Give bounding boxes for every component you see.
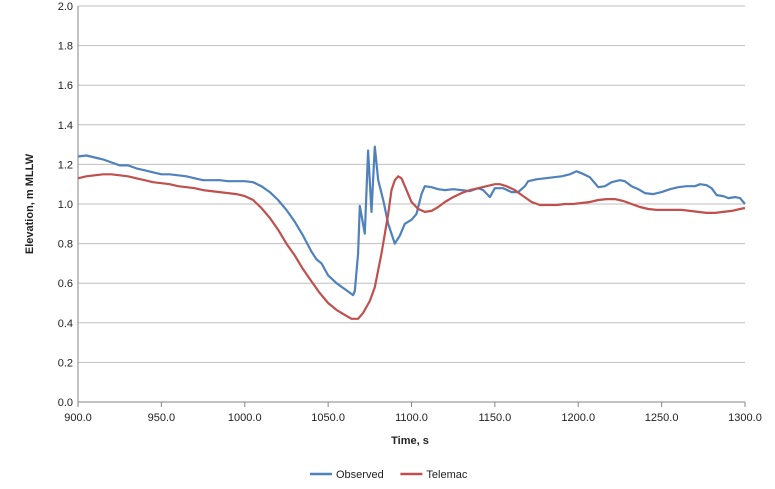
legend-label-observed: Observed (336, 469, 384, 481)
x-tick-label: 1150.0 (478, 412, 511, 424)
legend-label-telemac: Telemac (426, 469, 467, 481)
x-tick-label: 950.0 (148, 412, 176, 424)
x-tick-label: 1000.0 (228, 412, 262, 424)
x-tick-label: 1200.0 (561, 412, 595, 424)
x-tick-label: 1300.0 (728, 412, 762, 424)
legend: Observed Telemac (310, 469, 468, 481)
y-tick-label: 2.0 (58, 1, 73, 13)
y-tick-label: 0.8 (58, 239, 73, 251)
y-tick-label: 0.4 (58, 318, 73, 330)
y-tick-label: 0.2 (58, 357, 73, 369)
y-tick-label: 1.0 (58, 199, 73, 211)
x-tick-label: 1250.0 (645, 412, 679, 424)
series-line-telemac (77, 173, 746, 320)
y-tick-label: 0.6 (58, 278, 73, 290)
series-line-observed (77, 145, 746, 297)
y-tick-label: 1.8 (58, 41, 73, 53)
x-tick-label: 1050.0 (311, 412, 345, 424)
y-tick-label: 1.2 (58, 159, 73, 171)
x-tick-label: 900.0 (64, 412, 92, 424)
series-lines (77, 145, 746, 320)
axes (77, 6, 746, 407)
y-tick-label: 0.0 (58, 397, 73, 409)
y-axis-title: Elevation, m MLLW (24, 153, 36, 254)
x-axis-title: Time, s (391, 435, 429, 447)
tick-labels: 0.0 0.2 0.4 0.6 0.8 1.0 1.2 1.4 1.6 1.8 2.0 900.0 95… (58, 1, 762, 424)
y-tick-label: 1.4 (58, 120, 73, 132)
y-tick-label: 1.6 (58, 80, 73, 92)
gridlines (78, 5, 745, 363)
x-tick-label: 1100.0 (395, 412, 428, 424)
